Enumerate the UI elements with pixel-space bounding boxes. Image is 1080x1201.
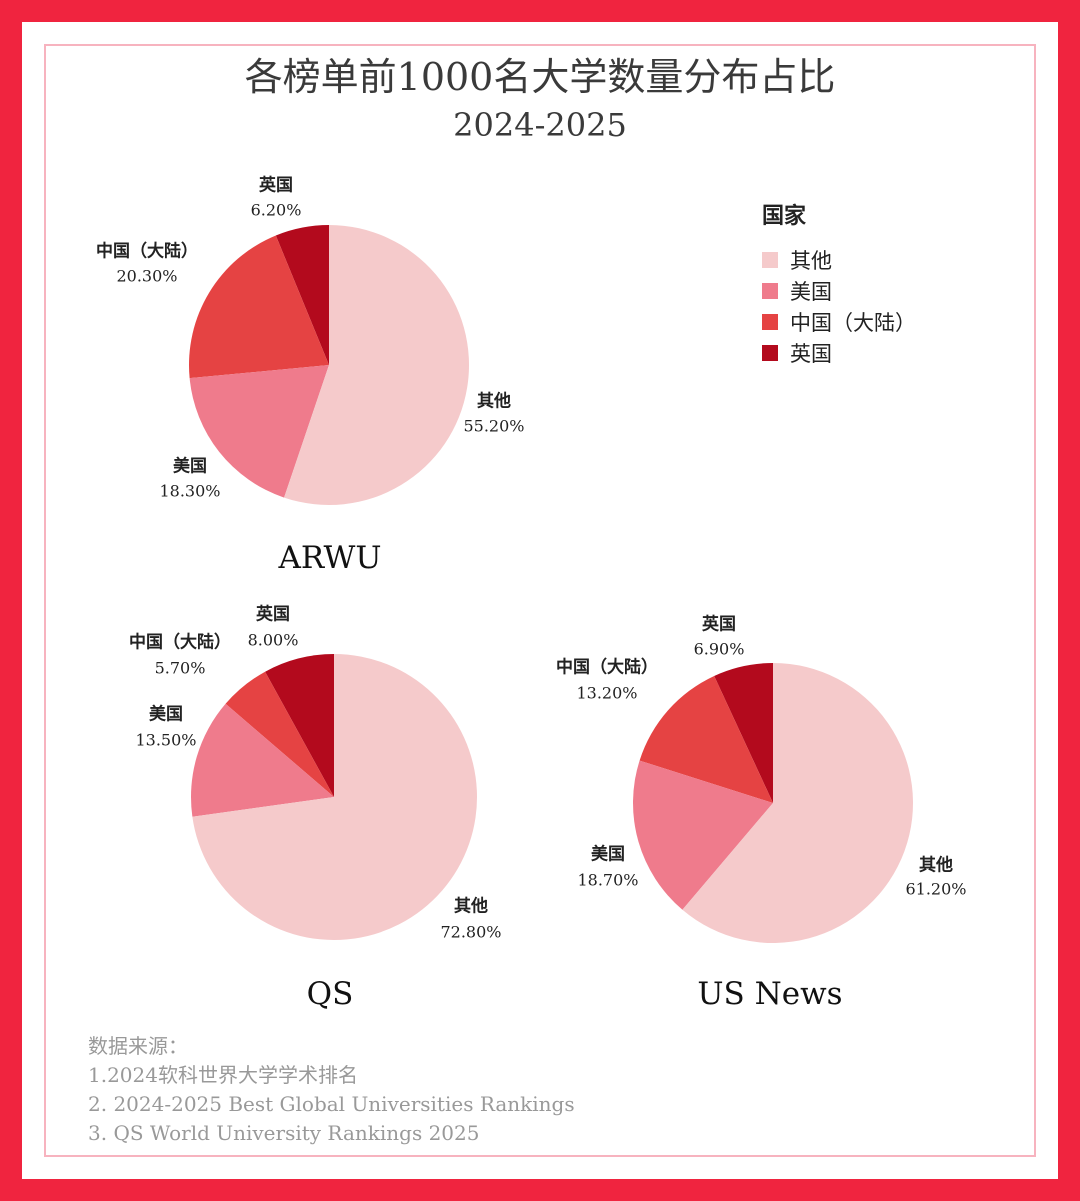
pie-label-name-usnews-uk: 英国: [702, 614, 736, 635]
pie-slice-qs-usa: [191, 703, 334, 817]
legend-swatch-china: [762, 313, 778, 330]
pie-label-value-arwu-china: 20.30%: [116, 267, 177, 286]
pie-label-name-arwu-uk: 英国: [259, 175, 293, 196]
pie-label-value-usnews-usa: 18.70%: [577, 871, 638, 890]
pie-slice-qs-china: [225, 671, 334, 797]
pie-label-value-qs-china: 5.70%: [155, 659, 206, 678]
pie-label-name-arwu-other: 其他: [477, 391, 511, 412]
legend-title: 国家: [762, 204, 807, 229]
legend-label-china: 中国（大陆）: [790, 310, 916, 335]
pie-slice-qs-other: [192, 654, 478, 940]
caption-qs: QS: [306, 976, 354, 1012]
pie-label-name-usnews-other: 其他: [919, 855, 953, 876]
pie-label-name-qs-other: 其他: [454, 896, 488, 917]
pie-label-name-usnews-china: 中国（大陆）: [556, 657, 658, 678]
sources-heading: 数据来源：: [88, 1034, 188, 1058]
source-line-3: 3. QS World University Rankings 2025: [88, 1121, 480, 1145]
pie-label-name-arwu-china: 中国（大陆）: [96, 241, 198, 262]
sources: 数据来源： 1.2024软科世界大学学术排名 2. 2024-2025 Best…: [88, 1032, 575, 1148]
pie-label-value-arwu-other: 55.20%: [463, 417, 524, 436]
pie-label-value-usnews-other: 61.20%: [905, 880, 966, 899]
pie-label-value-arwu-usa: 18.30%: [159, 482, 220, 501]
pie-slice-arwu-usa: [189, 365, 329, 498]
chart-subtitle: 2024-2025: [453, 106, 627, 144]
legend-item-other: 其他: [762, 244, 916, 275]
pie-slice-usnews-uk: [714, 663, 773, 803]
pie-label-name-qs-china: 中国（大陆）: [129, 632, 231, 653]
pie-label-value-qs-usa: 13.50%: [135, 731, 196, 750]
pie-label-name-arwu-usa: 美国: [173, 456, 207, 477]
pie-slice-qs-uk: [265, 654, 334, 797]
source-line-1: 1.2024软科世界大学学术排名: [88, 1063, 358, 1087]
source-line-2: 2. 2024-2025 Best Global Universities Ra…: [88, 1092, 575, 1116]
pie-label-name-qs-uk: 英国: [256, 604, 290, 625]
pie-slice-usnews-usa: [633, 760, 773, 910]
pie-slice-arwu-uk: [275, 225, 329, 365]
legend-swatch-uk: [762, 344, 778, 361]
pie-label-value-usnews-china: 13.20%: [576, 684, 637, 703]
legend-swatch-usa: [762, 282, 778, 299]
pie-slice-usnews-other: [682, 663, 914, 944]
legend-label-usa: 美国: [790, 279, 832, 304]
legend-swatch-other: [762, 251, 778, 268]
legend-label-uk: 英国: [790, 341, 832, 366]
pie-slice-arwu-china: [189, 235, 329, 379]
pie-label-name-qs-usa: 美国: [149, 704, 183, 725]
legend-label-other: 其他: [790, 248, 832, 273]
inner-frame: [44, 44, 1036, 1157]
chart-title: 各榜单前1000名大学数量分布占比: [244, 55, 836, 99]
pie-slice-arwu-other: [284, 225, 470, 505]
pie-label-value-qs-other: 72.80%: [440, 923, 501, 942]
legend-item-uk: 英国: [762, 337, 916, 368]
pie-slice-usnews-china: [639, 675, 773, 803]
legend-item-china: 中国（大陆）: [762, 306, 916, 337]
pie-label-value-qs-uk: 8.00%: [248, 631, 299, 650]
legend-item-usa: 美国: [762, 275, 916, 306]
pie-label-value-arwu-uk: 6.20%: [251, 201, 302, 220]
pie-label-name-usnews-usa: 美国: [591, 844, 625, 865]
caption-arwu: ARWU: [278, 540, 382, 576]
pie-label-value-usnews-uk: 6.90%: [694, 640, 745, 659]
legend: 国家 其他 美国 中国（大陆） 英国: [762, 198, 916, 368]
caption-usnews: US News: [697, 976, 843, 1012]
